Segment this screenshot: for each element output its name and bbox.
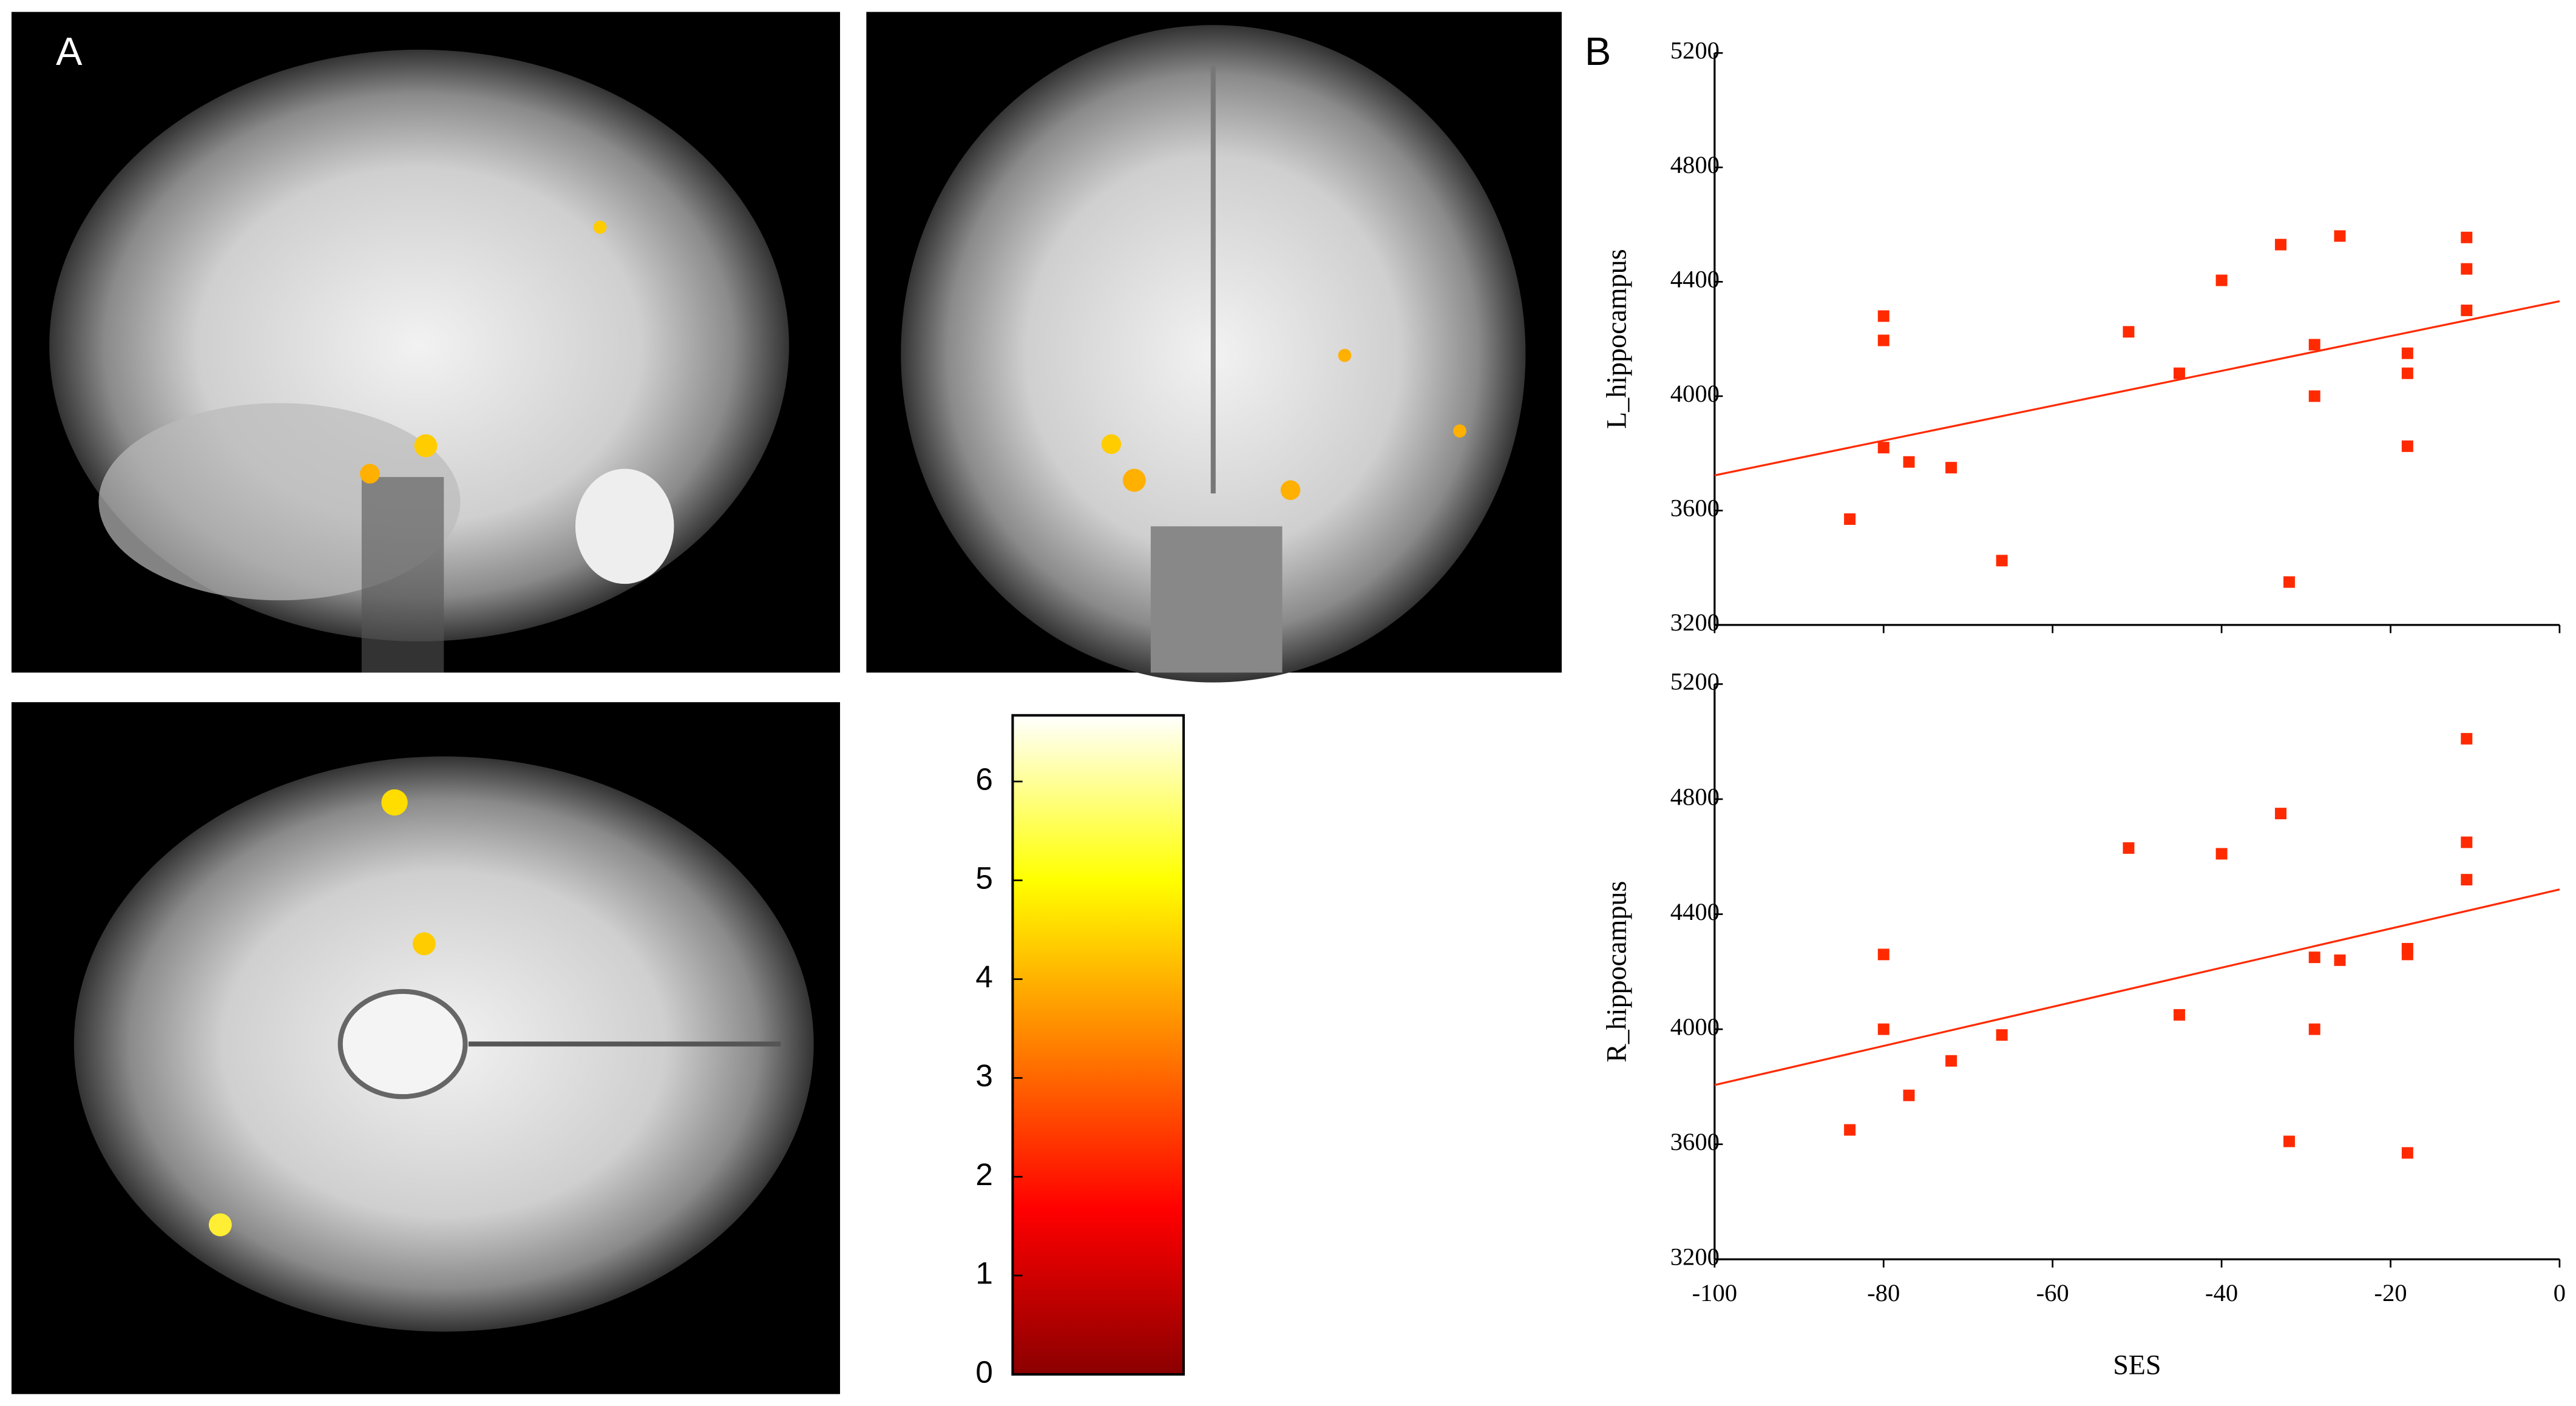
data-point bbox=[2461, 874, 2473, 886]
x-tick-label: -100 bbox=[1692, 1279, 1737, 1306]
y-tick-label: 3200 bbox=[1670, 609, 1720, 636]
data-point bbox=[2173, 367, 2185, 379]
x-tick-label: -60 bbox=[2036, 1279, 2069, 1306]
data-point bbox=[1877, 948, 1890, 961]
y-axis-label: L_hippocampus bbox=[1601, 249, 1632, 429]
y-tick-label: 4400 bbox=[1670, 266, 1720, 293]
data-point bbox=[1877, 442, 1890, 454]
data-point bbox=[1945, 462, 1957, 474]
y-tick-label: 4400 bbox=[1670, 898, 1720, 925]
x-tick-label: -40 bbox=[2205, 1279, 2238, 1306]
data-point bbox=[2461, 304, 2473, 316]
data-point bbox=[1844, 1124, 1856, 1136]
data-point bbox=[2275, 808, 2287, 820]
colorbar-tick-label: 3 bbox=[975, 1058, 993, 1093]
data-point bbox=[2461, 732, 2473, 745]
axial-slice bbox=[11, 702, 840, 1394]
colorbar bbox=[1011, 714, 1185, 1376]
y-tick-label: 3600 bbox=[1670, 495, 1720, 522]
fit-line bbox=[1714, 888, 2560, 1086]
data-point bbox=[2283, 576, 2295, 588]
data-point bbox=[1945, 1055, 1957, 1067]
data-point bbox=[2461, 836, 2473, 848]
data-point bbox=[2334, 954, 2346, 966]
colorbar-tick-label: 0 bbox=[975, 1354, 993, 1389]
colorbar-tick-label: 6 bbox=[975, 762, 993, 797]
data-point bbox=[2123, 842, 2135, 854]
y-tick-label: 3200 bbox=[1670, 1243, 1720, 1271]
fit-line bbox=[1714, 300, 2560, 476]
coronal-slice bbox=[866, 12, 1562, 683]
data-point bbox=[2401, 948, 2413, 961]
x-tick-label: 0 bbox=[2554, 1279, 2566, 1306]
data-point bbox=[2123, 326, 2135, 338]
data-point bbox=[2215, 848, 2228, 860]
data-point bbox=[2173, 1009, 2185, 1021]
data-point bbox=[1877, 310, 1890, 322]
y-tick-label: 4000 bbox=[1670, 380, 1720, 407]
data-point bbox=[2283, 1135, 2295, 1147]
data-point bbox=[2308, 390, 2320, 402]
y-axis-label: R_hippocampus bbox=[1601, 881, 1632, 1063]
data-point bbox=[1877, 334, 1890, 346]
sagittal-slice bbox=[11, 12, 840, 673]
x-axis-label: SES bbox=[2113, 1350, 2161, 1381]
colorbar-tick-label: 4 bbox=[975, 959, 993, 994]
data-point bbox=[2215, 274, 2228, 286]
data-point bbox=[2308, 951, 2320, 964]
colorbar-tick-label: 1 bbox=[975, 1256, 993, 1291]
data-point bbox=[1996, 555, 2008, 567]
colorbar-tick-label: 5 bbox=[975, 860, 993, 895]
data-point bbox=[1844, 513, 1856, 525]
x-tick-label: -80 bbox=[1867, 1279, 1900, 1306]
data-point bbox=[2308, 339, 2320, 351]
data-point bbox=[2401, 440, 2413, 452]
colorbar-tick-label: 2 bbox=[975, 1157, 993, 1192]
colorbar-gradient bbox=[1011, 714, 1185, 1376]
data-point bbox=[1903, 1089, 1915, 1101]
data-point bbox=[1903, 456, 1915, 468]
data-point bbox=[2401, 1147, 2413, 1159]
y-tick-label: 3600 bbox=[1670, 1128, 1720, 1155]
y-tick-label: 5200 bbox=[1670, 37, 1720, 64]
y-tick-label: 4800 bbox=[1670, 783, 1720, 810]
panel-label: A bbox=[56, 29, 83, 73]
data-point bbox=[2461, 231, 2473, 243]
data-point bbox=[2461, 263, 2473, 275]
data-point bbox=[2401, 347, 2413, 359]
y-tick-label: 5200 bbox=[1670, 668, 1720, 695]
data-point bbox=[1996, 1029, 2008, 1041]
data-point bbox=[1877, 1023, 1890, 1035]
panel-label: B bbox=[1585, 29, 1611, 73]
y-tick-label: 4000 bbox=[1670, 1013, 1720, 1040]
data-point bbox=[2275, 238, 2287, 251]
data-point bbox=[2334, 230, 2346, 242]
data-point bbox=[2308, 1023, 2320, 1035]
y-tick-label: 4800 bbox=[1670, 151, 1720, 178]
x-tick-label: -20 bbox=[2374, 1279, 2407, 1306]
data-point bbox=[2401, 367, 2413, 379]
